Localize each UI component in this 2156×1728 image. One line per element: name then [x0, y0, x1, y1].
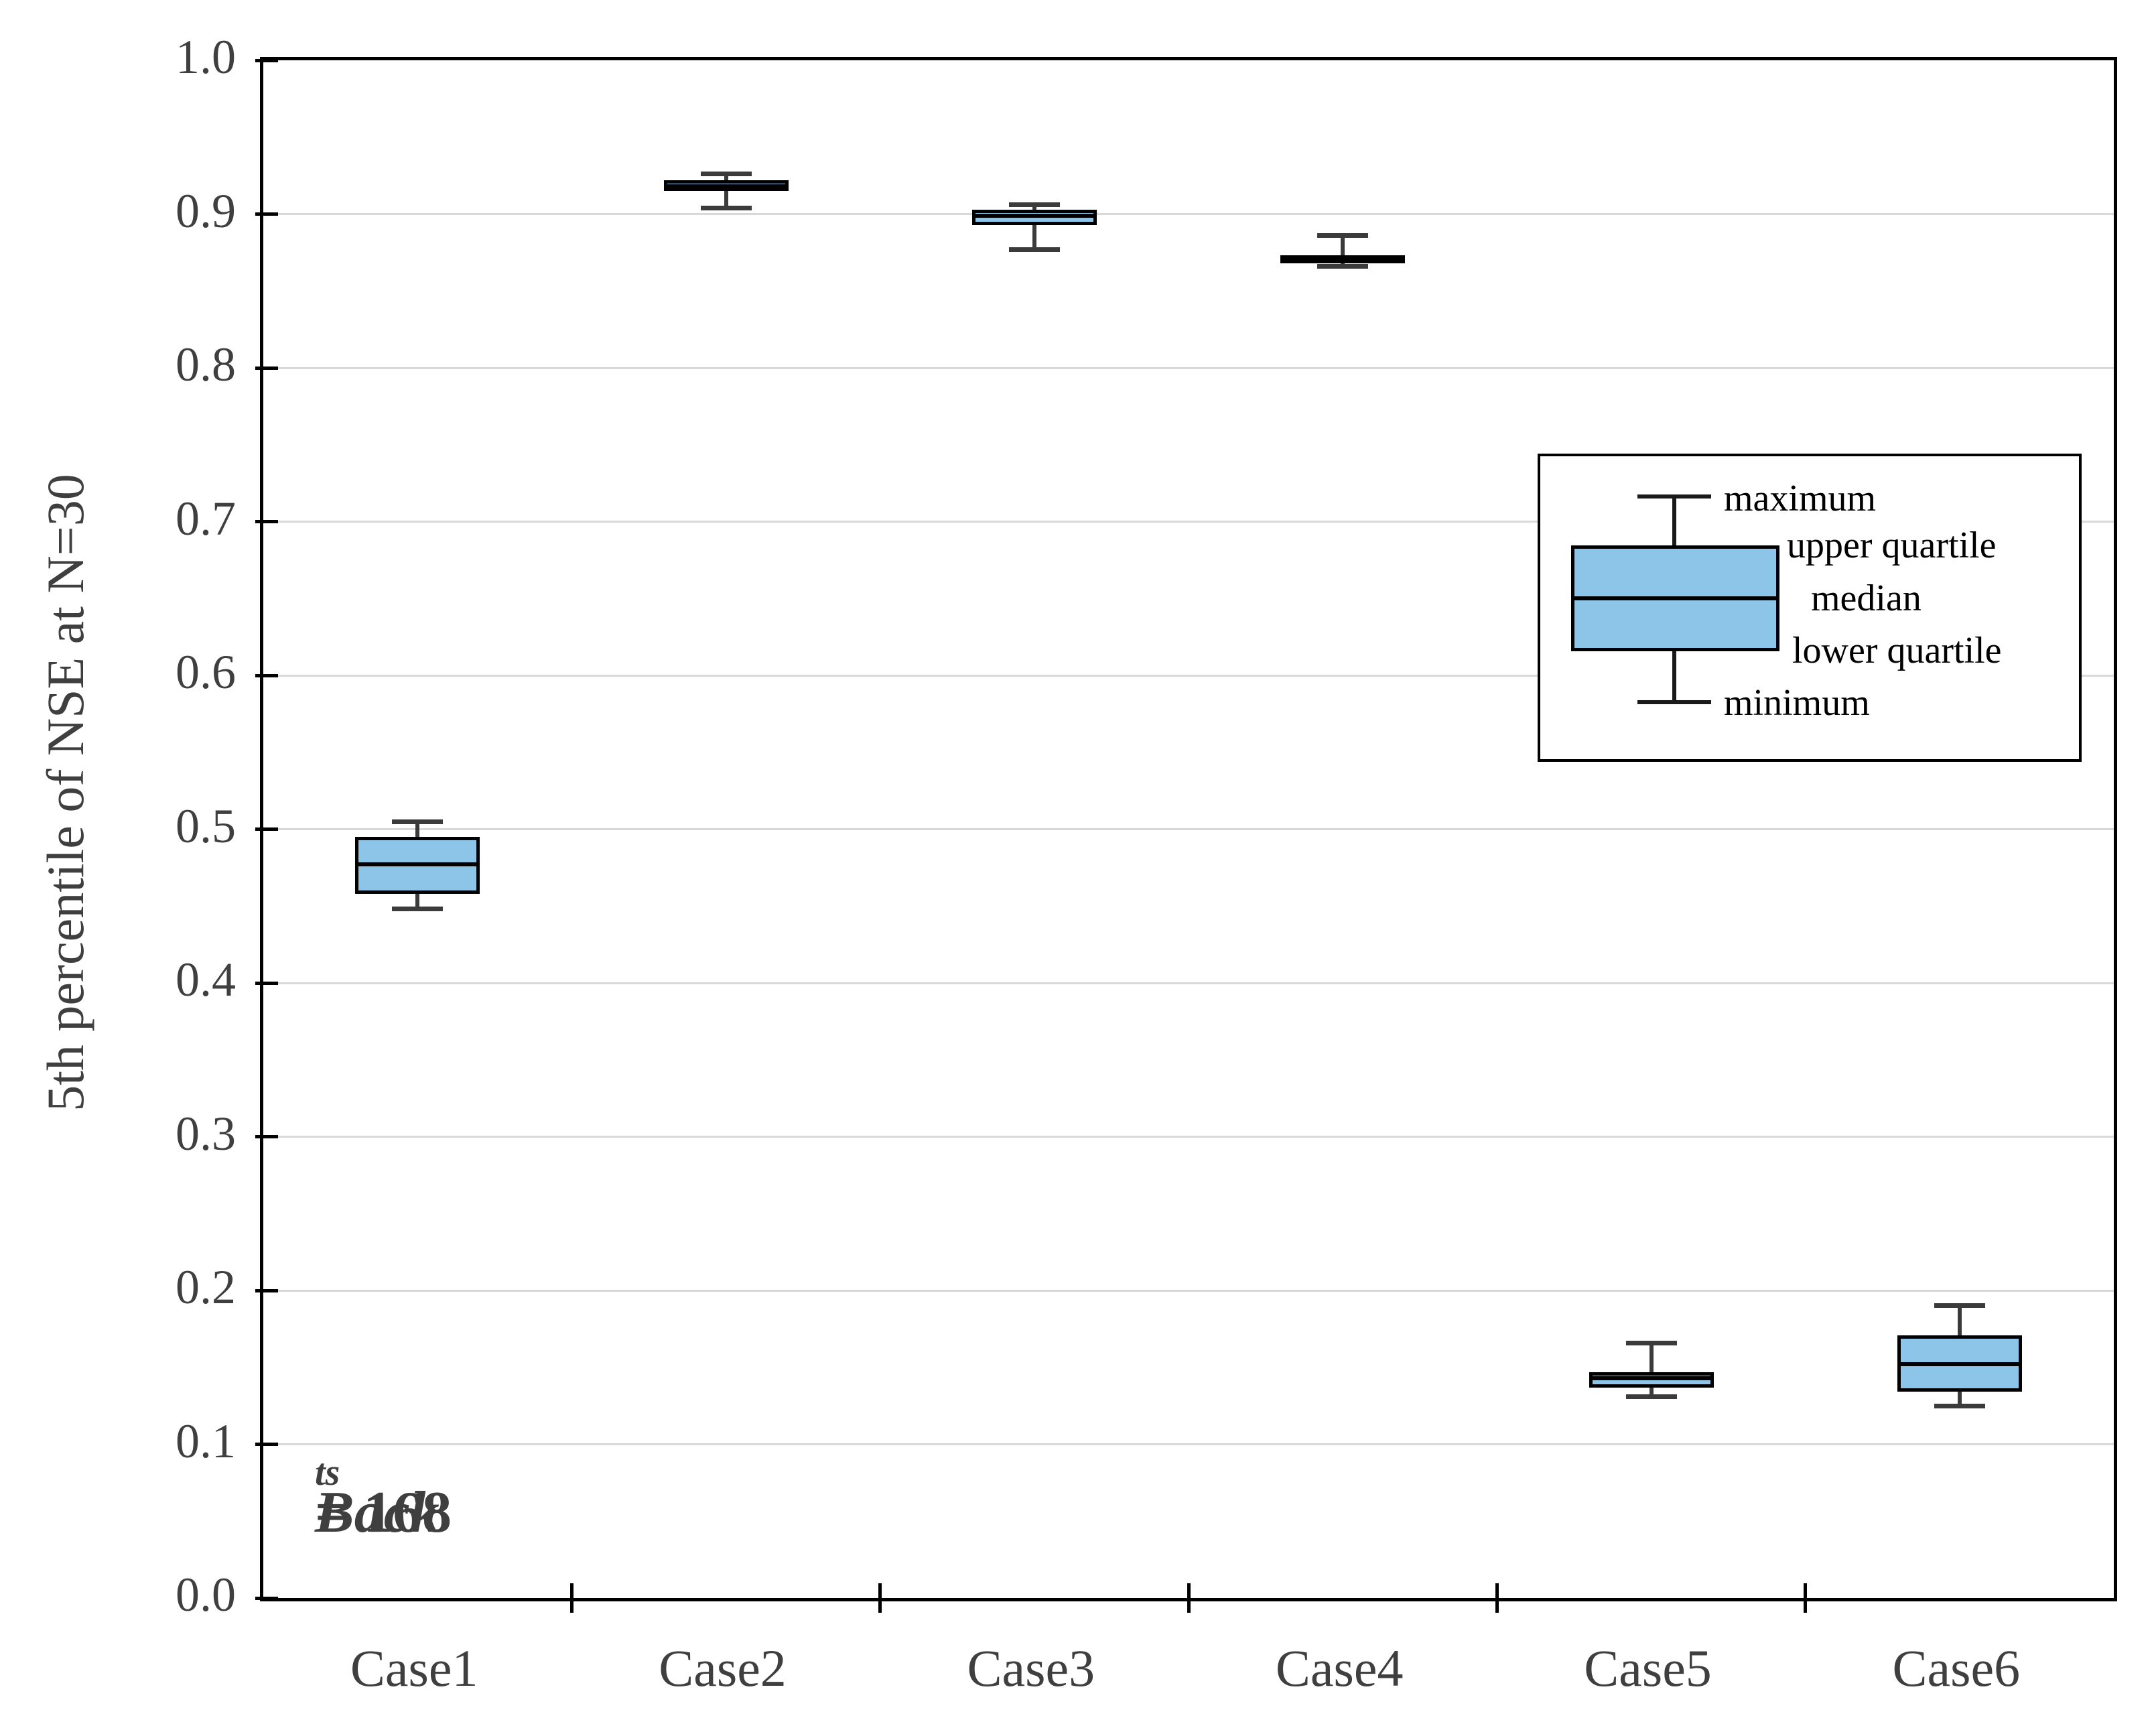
whisker-cap-minimum: [392, 907, 444, 912]
x-category-label: Case5: [1584, 1639, 1712, 1697]
y-tickmark: [255, 827, 278, 831]
whisker-cap-maximum: [392, 819, 444, 824]
x-tickmark: [1187, 1583, 1191, 1613]
legend-label-minimum: minimum: [1724, 682, 1870, 724]
y-tickmark: [255, 212, 278, 216]
y-tick-label: 0.8: [176, 338, 236, 391]
x-category-label: Case6: [1892, 1639, 2021, 1697]
y-gridline: [263, 521, 2114, 523]
whisker-stem: [724, 174, 728, 208]
whisker-stem: [1649, 1343, 1654, 1397]
whisker-cap-maximum: [1934, 1303, 1985, 1309]
y-tickmark: [255, 58, 278, 62]
y-tick-label: 0.2: [176, 1260, 236, 1314]
legend-label-upper-quartile: upper quartile: [1787, 525, 1997, 566]
y-tickmark: [255, 1288, 278, 1292]
whisker-cap-minimum: [1934, 1403, 1985, 1408]
y-tickmark: [255, 1596, 278, 1600]
median-line: [355, 862, 480, 867]
whisker-cap-minimum: [700, 205, 752, 210]
y-tick-label: 0.7: [176, 491, 236, 545]
plot-area: maximum upper quartile median lower quar…: [255, 57, 2117, 1613]
median-line: [1897, 1362, 2022, 1367]
y-gridline: [263, 982, 2114, 984]
annotation-base: Back: [315, 1480, 440, 1545]
y-gridline: [263, 367, 2114, 369]
legend-maximum-cap: [1637, 494, 1711, 499]
median-line: [663, 184, 789, 189]
legend-label-lower-quartile: lower quartile: [1792, 630, 2002, 671]
x-tickmark: [1495, 1583, 1499, 1613]
whisker-stem: [1341, 235, 1345, 267]
whisker-cap-minimum: [1317, 264, 1369, 269]
y-tickmark: [255, 366, 278, 370]
y-tick-label: 0.3: [176, 1106, 236, 1160]
median-line: [1280, 258, 1406, 263]
x-tickmark: [1804, 1583, 1808, 1613]
y-gridline: [263, 1443, 2114, 1445]
y-tick-label: 0.4: [176, 953, 236, 1006]
whisker-cap-minimum: [1625, 1394, 1677, 1399]
x-category-label: Case4: [1275, 1639, 1404, 1697]
y-tickmark: [255, 520, 278, 523]
y-gridline: [263, 1289, 2114, 1292]
whisker-cap-maximum: [1625, 1340, 1677, 1345]
y-gridline: [263, 1136, 2114, 1138]
y-tickmark: [255, 1135, 278, 1138]
x-category-label: Case3: [967, 1639, 1095, 1697]
legend-minimum-cap: [1637, 700, 1711, 704]
y-gridline: [263, 213, 2114, 215]
y-gridline: [263, 828, 2114, 830]
x-tickmark: [569, 1583, 574, 1613]
legend: maximum upper quartile median lower quar…: [1538, 454, 2082, 762]
whisker-cap-maximum: [1317, 233, 1369, 239]
whisker-cap-minimum: [1008, 247, 1060, 252]
y-axis-title: 5th percentile of NSE at N=30: [36, 474, 94, 1112]
y-tick-label: 0.1: [176, 1414, 236, 1468]
y-gridline: [263, 674, 2114, 677]
y-tick-label: 0.6: [176, 645, 236, 699]
x-category-label: Case2: [659, 1639, 787, 1697]
x-category-label: Case1: [350, 1639, 478, 1697]
legend-median-line: [1571, 596, 1779, 600]
y-tick-label: 0.9: [176, 184, 236, 238]
median-line: [971, 213, 1097, 218]
x-tickmark: [878, 1583, 882, 1613]
median-line: [1589, 1376, 1714, 1380]
y-tickmark: [255, 673, 278, 677]
y-tick-label: 0.5: [176, 799, 236, 853]
legend-label-median: median: [1811, 578, 1922, 619]
whisker-cap-maximum: [700, 172, 752, 177]
legend-label-maximum: maximum: [1724, 478, 1877, 519]
whisker-cap-maximum: [1008, 202, 1060, 208]
y-tick-label: 1.0: [176, 30, 236, 84]
annotation-value: = 168: [315, 1480, 452, 1545]
y-tick-label: 0.0: [176, 1568, 236, 1621]
y-tickmark: [255, 1443, 278, 1446]
y-tickmark: [255, 981, 278, 985]
whisker-stem: [1032, 204, 1036, 250]
